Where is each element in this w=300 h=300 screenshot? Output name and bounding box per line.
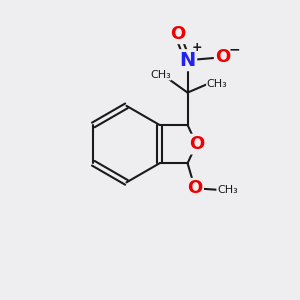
Text: +: +	[192, 41, 202, 54]
Text: CH₃: CH₃	[217, 185, 238, 195]
Text: O: O	[189, 135, 204, 153]
Text: O: O	[187, 179, 202, 197]
Text: −: −	[229, 42, 241, 56]
Text: CH₃: CH₃	[207, 79, 227, 89]
Text: CH₃: CH₃	[150, 70, 171, 80]
Text: O: O	[169, 25, 185, 43]
Text: N: N	[179, 51, 196, 70]
Text: O: O	[215, 48, 230, 66]
